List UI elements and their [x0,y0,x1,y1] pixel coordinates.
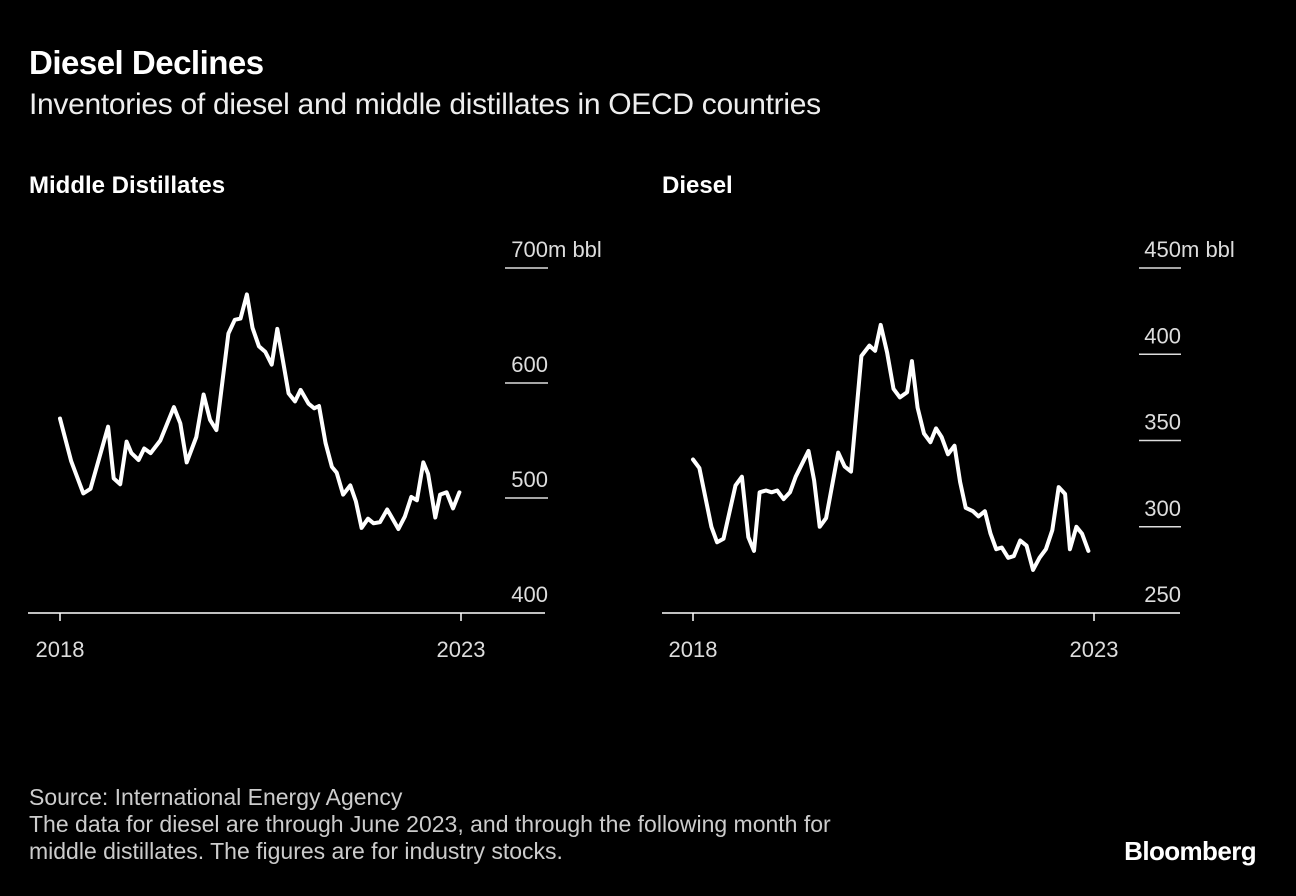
middle-distillates-y-tick-label: 700 [511,237,548,262]
middle-distillates-series-line [58,292,462,531]
diesel-series-line [691,322,1091,572]
source-note: Source: International Energy Agency [29,784,403,810]
diesel-y-tick-label: 300 [1144,496,1181,521]
middle-distillates-y-tick-label: 500 [511,467,548,492]
diesel-unit-label: m bbl [1181,237,1235,262]
diesel-x-tick-label: 2023 [1070,637,1119,662]
data-note-line1: The data for diesel are through June 202… [29,811,831,837]
chart-title: Diesel Declines [29,44,264,81]
chart-subtitle: Inventories of diesel and middle distill… [29,88,821,121]
diesel-x-tick-label: 2018 [669,637,718,662]
middle-distillates-y-tick-label: 600 [511,352,548,377]
middle-distillates-x-tick-label: 2018 [36,637,85,662]
footer: Source: International Energy Agency The … [29,784,831,865]
panel-title-diesel: Diesel [662,172,733,199]
diesel-y-tick-label: 350 [1144,410,1181,435]
bloomberg-logo: Bloomberg [1124,836,1256,866]
middle-distillates-y-tick-label: 400 [511,582,548,607]
middle-distillates-x-tick-label: 2023 [437,637,486,662]
diesel-y-tick-label: 450 [1144,237,1181,262]
diesel-y-tick-label: 250 [1144,582,1181,607]
panel-title-middle-distillates: Middle Distillates [29,172,226,199]
middle-distillates-unit-label: m bbl [548,237,602,262]
diesel-y-tick-label: 400 [1144,323,1181,348]
data-note-line2: middle distillates. The figures are for … [29,838,563,864]
